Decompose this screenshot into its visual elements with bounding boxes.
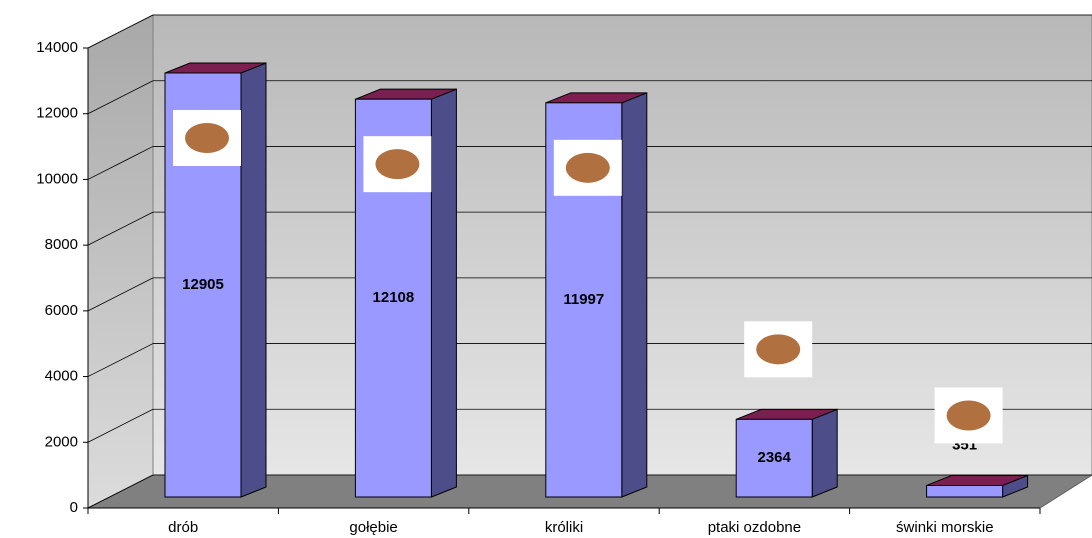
y-tick-label: 8000 xyxy=(45,236,78,253)
x-tick-label: gołębie xyxy=(349,519,397,536)
y-tick-label: 0 xyxy=(70,499,78,516)
picture-figure xyxy=(566,153,610,183)
value-label: 2364 xyxy=(758,449,792,466)
picture-figure xyxy=(375,149,419,179)
side-wall xyxy=(88,15,153,508)
y-tick-label: 4000 xyxy=(45,368,78,385)
chart: 0 2000 4000 6000 8000 10000 12000 14000 drób 1290… xyxy=(0,0,1092,538)
bar-side xyxy=(812,409,837,497)
picture-figure xyxy=(185,123,229,153)
bar-side xyxy=(622,93,647,497)
bar-side xyxy=(241,63,266,497)
y-tick-label: 2000 xyxy=(45,433,78,450)
picture-figure xyxy=(756,334,800,364)
value-label: 12905 xyxy=(182,276,224,293)
bar xyxy=(927,485,1003,497)
y-tick-label: 14000 xyxy=(36,39,78,56)
value-label: 12108 xyxy=(373,289,415,306)
value-label: 11997 xyxy=(563,291,604,308)
bar-side xyxy=(431,89,456,497)
x-tick-label: ptaki ozdobne xyxy=(708,519,801,536)
x-tick-label: świnki morskie xyxy=(896,519,994,536)
x-tick-label: drób xyxy=(168,519,198,536)
y-tick-label: 6000 xyxy=(45,302,78,319)
x-tick-label: króliki xyxy=(545,519,583,536)
y-tick-label: 10000 xyxy=(36,170,78,187)
y-tick-label: 12000 xyxy=(36,105,78,122)
picture-figure xyxy=(947,400,991,430)
